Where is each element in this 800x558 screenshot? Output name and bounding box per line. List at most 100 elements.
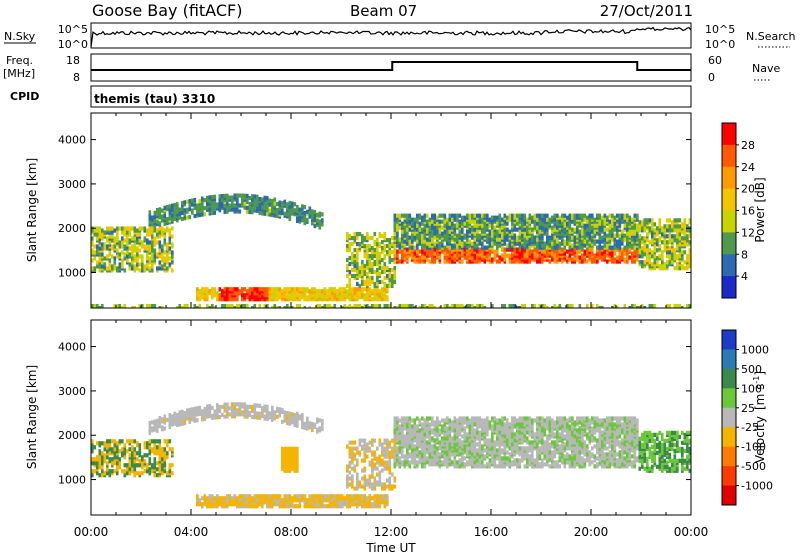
heatmap-cell: [434, 248, 437, 252]
heatmap-cell: [199, 205, 202, 209]
heatmap-cell: [484, 226, 487, 230]
heatmap-cell: [459, 220, 462, 224]
heatmap-cell: [274, 197, 277, 201]
heatmap-cell: [476, 426, 479, 430]
heatmap-cell: [639, 240, 642, 244]
heatmap-cell: [421, 238, 424, 242]
heatmap-cell: [684, 218, 687, 222]
heatmap-cell: [244, 287, 247, 291]
heatmap-cell: [441, 428, 444, 432]
heatmap-cell: [451, 255, 454, 259]
heatmap-cell: [204, 206, 207, 210]
heatmap-cell: [304, 211, 307, 215]
heatmap-cell: [644, 218, 647, 222]
heatmap-cell: [399, 446, 402, 450]
heatmap-cell: [566, 250, 569, 254]
heatmap-cell: [164, 418, 167, 422]
heatmap-cell: [466, 460, 469, 464]
heatmap-cell: [614, 246, 617, 250]
heatmap-cell: [579, 230, 582, 234]
heatmap-cell: [96, 232, 99, 236]
heatmap-cell: [459, 426, 462, 430]
heatmap-cell: [159, 260, 162, 264]
heatmap-cell: [226, 287, 229, 291]
heatmap-cell: [379, 260, 382, 264]
velocity-heatmap: [91, 402, 691, 508]
heatmap-cell: [431, 255, 434, 259]
heatmap-cell: [559, 257, 562, 261]
heatmap-cell: [349, 270, 352, 274]
heatmap-cell: [311, 428, 314, 432]
heatmap-cell: [431, 224, 434, 228]
heatmap-cell: [104, 246, 107, 250]
heatmap-cell: [216, 202, 219, 206]
heatmap-cell: [166, 242, 169, 246]
heatmap-cell: [489, 218, 492, 222]
heatmap-cell: [266, 409, 269, 413]
heatmap-cell: [244, 402, 247, 406]
heatmap-cell: [394, 462, 397, 466]
heatmap-cell: [446, 255, 449, 259]
heatmap-cell: [441, 226, 444, 230]
heatmap-cell: [371, 289, 374, 293]
heatmap-cell: [94, 232, 97, 236]
heatmap-cell: [619, 218, 622, 222]
heatmap-cell: [581, 214, 584, 218]
heatmap-cell: [249, 297, 252, 301]
heatmap-cell: [311, 422, 314, 426]
heatmap-cell: [669, 256, 672, 260]
heatmap-cell: [281, 289, 284, 293]
heatmap-cell: [561, 214, 564, 218]
heatmap-cell: [351, 268, 354, 272]
heatmap-cell: [399, 440, 402, 444]
heatmap-cell: [116, 238, 119, 242]
heatmap-cell: [204, 417, 207, 421]
heatmap-cell: [509, 462, 512, 466]
heatmap-cell: [434, 458, 437, 462]
heatmap-cell: [576, 214, 579, 218]
heatmap-cell: [454, 416, 457, 420]
heatmap-cell: [506, 438, 509, 442]
heatmap-cell: [191, 199, 194, 203]
heatmap-cell: [511, 416, 514, 420]
heatmap-cell: [411, 448, 414, 452]
heatmap-cell: [616, 259, 619, 263]
heatmap-cell: [641, 246, 644, 250]
heatmap-cell: [136, 240, 139, 244]
heatmap-cell: [149, 240, 152, 244]
heatmap-cell: [116, 248, 119, 252]
heatmap-cell: [391, 250, 394, 254]
heatmap-cell: [234, 406, 237, 410]
heatmap-cell: [516, 236, 519, 240]
heatmap-cell: [426, 428, 429, 432]
heatmap-cell: [524, 259, 527, 263]
heatmap-cell: [466, 416, 469, 420]
heatmap-cell: [581, 222, 584, 226]
heatmap-cell: [476, 452, 479, 456]
heatmap-cell: [539, 222, 542, 226]
heatmap-cell: [366, 232, 369, 236]
heatmap-cell: [176, 210, 179, 214]
heatmap-cell: [459, 452, 462, 456]
heatmap-cell: [94, 266, 97, 270]
heatmap-cell: [104, 262, 107, 266]
heatmap-cell: [619, 240, 622, 244]
heatmap-cell: [161, 214, 164, 218]
heatmap-cell: [141, 254, 144, 258]
heatmap-cell: [194, 407, 197, 411]
heatmap-cell: [346, 284, 349, 288]
heatmap-cell: [131, 260, 134, 264]
heatmap-cell: [474, 220, 477, 224]
heatmap-cell: [106, 254, 109, 258]
heatmap-cell: [431, 450, 434, 454]
heatmap-cell: [571, 228, 574, 232]
heatmap-cell: [554, 250, 557, 254]
heatmap-cell: [421, 434, 424, 438]
heatmap-cell: [171, 234, 174, 238]
heatmap-cell: [464, 222, 467, 226]
heatmap-cell: [481, 426, 484, 430]
heatmap-cell: [289, 201, 292, 205]
heatmap-cell: [406, 248, 409, 252]
heatmap-cell: [266, 196, 269, 200]
heatmap-cell: [596, 224, 599, 228]
